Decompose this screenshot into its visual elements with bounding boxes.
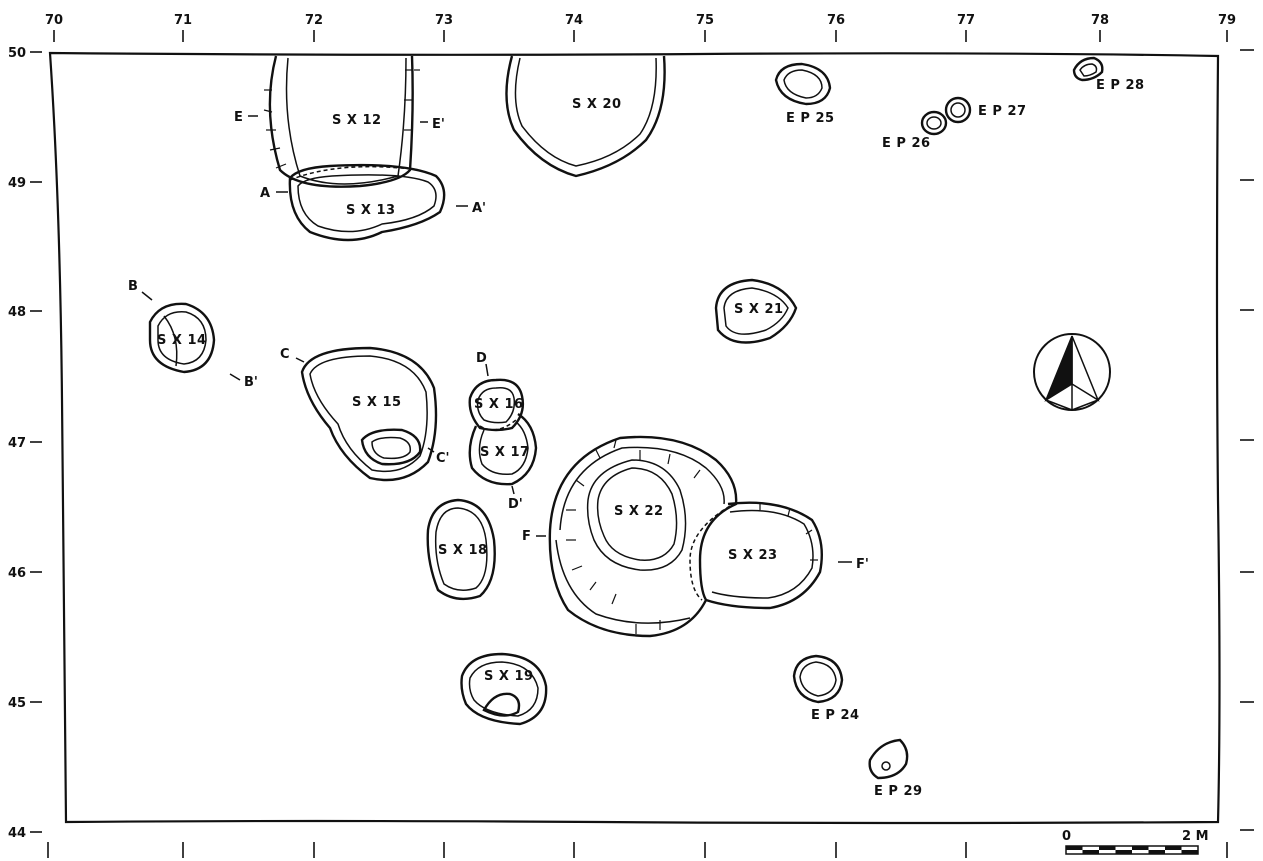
- x-axis-top: 70 71 72 73 74 75 76 77 78 79: [45, 13, 1236, 28]
- x-label-72: 72: [305, 13, 323, 28]
- label-sx19: S X 19: [484, 669, 534, 684]
- section-d-prime: D': [508, 497, 523, 512]
- feature-sx19: S X 19: [460, 652, 548, 726]
- x-label-74: 74: [565, 13, 583, 28]
- feature-ep26: E P 26: [882, 110, 948, 151]
- x-ticks-bottom: [47, 842, 1228, 858]
- label-sx15: S X 15: [352, 395, 402, 410]
- section-b-prime: B': [244, 375, 258, 390]
- label-sx14: S X 14: [157, 333, 207, 348]
- label-sx23: S X 23: [728, 548, 778, 563]
- feature-ep25: E P 25: [774, 62, 835, 126]
- section-labels: E E' A A' B B' C C' D D' F F': [128, 110, 869, 572]
- north-arrow-icon: [1033, 333, 1111, 411]
- feature-sx22: S X 22: [548, 435, 738, 638]
- label-sx22: S X 22: [614, 504, 664, 519]
- x-label-75: 75: [696, 13, 714, 28]
- label-ep28: E P 28: [1096, 78, 1145, 93]
- x-label-70: 70: [45, 13, 63, 28]
- label-ep26: E P 26: [882, 136, 931, 151]
- section-e-prime: E': [432, 117, 445, 132]
- x-label-76: 76: [827, 13, 845, 28]
- feature-sx17: S X 17: [468, 412, 538, 486]
- x-label-77: 77: [957, 13, 975, 28]
- label-ep27: E P 27: [978, 104, 1027, 119]
- y-label-46: 46: [8, 566, 26, 581]
- feature-sx23: S X 23: [705, 501, 823, 610]
- feature-sx21: S X 21: [714, 278, 798, 344]
- label-ep25: E P 25: [786, 111, 835, 126]
- section-a: A: [260, 186, 270, 201]
- section-a-prime: A': [472, 201, 486, 216]
- scale-label-start: 0: [1062, 829, 1071, 844]
- section-markers: [141, 115, 852, 563]
- scale-label-end: 2 M: [1182, 829, 1209, 844]
- feature-ep24: E P 24: [792, 654, 860, 723]
- label-sx13: S X 13: [346, 203, 396, 218]
- feature-sx14: S X 14: [148, 302, 216, 374]
- section-c: C: [280, 347, 290, 362]
- section-f-prime: F': [856, 557, 869, 572]
- feature-sx15: S X 15: [300, 346, 438, 482]
- label-sx17: S X 17: [480, 445, 530, 460]
- feature-ep28: E P 28: [1072, 56, 1145, 93]
- x-label-78: 78: [1091, 13, 1109, 28]
- label-sx18: S X 18: [438, 543, 488, 558]
- section-c-prime: C': [436, 451, 450, 466]
- excavation-boundary: [48, 51, 1221, 825]
- y-label-45: 45: [8, 696, 26, 711]
- section-f: F: [522, 529, 531, 544]
- y-axis-left: 50 49 48 47 46 45 44: [8, 46, 26, 841]
- y-label-48: 48: [8, 305, 26, 320]
- feature-sx16: S X 16: [468, 378, 525, 432]
- label-sx12: S X 12: [332, 113, 382, 128]
- y-label-47: 47: [8, 436, 26, 451]
- feature-ep29: E P 29: [868, 738, 923, 799]
- section-e: E: [234, 110, 243, 125]
- feature-sx20: S X 20: [505, 55, 666, 178]
- label-sx16: S X 16: [474, 397, 524, 412]
- scale-bar: 0 2 M: [1062, 829, 1209, 855]
- feature-sx18: S X 18: [426, 498, 496, 601]
- y-label-49: 49: [8, 176, 26, 191]
- y-label-50: 50: [8, 46, 26, 61]
- x-label-71: 71: [174, 13, 192, 28]
- x-ticks-top: [53, 30, 1228, 42]
- y-label-44: 44: [8, 826, 26, 841]
- label-ep29: E P 29: [874, 784, 923, 799]
- x-label-79: 79: [1218, 13, 1236, 28]
- label-sx21: S X 21: [734, 302, 784, 317]
- y-ticks: [30, 49, 1254, 833]
- section-b: B: [128, 279, 138, 294]
- label-sx20: S X 20: [572, 97, 622, 112]
- label-ep24: E P 24: [811, 708, 860, 723]
- feature-sx13: S X 13: [288, 163, 446, 242]
- feature-sx12: S X 12: [263, 55, 420, 188]
- section-d: D: [476, 351, 487, 366]
- feature-ep27: E P 27: [944, 96, 1027, 124]
- x-label-73: 73: [435, 13, 453, 28]
